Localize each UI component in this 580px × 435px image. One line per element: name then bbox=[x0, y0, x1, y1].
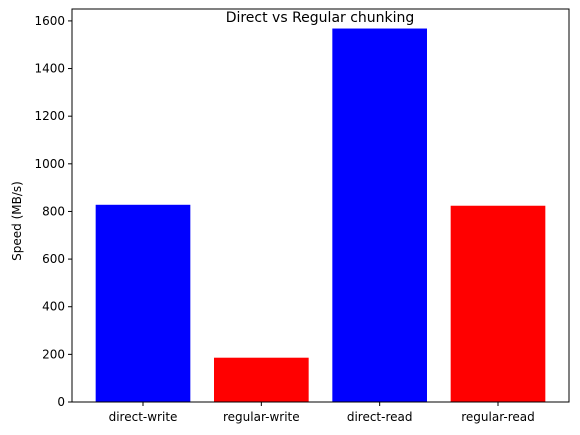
x-tick-label: regular-write bbox=[223, 410, 300, 424]
bar-regular-write bbox=[214, 357, 309, 402]
y-tick-label: 1600 bbox=[34, 14, 65, 28]
y-tick-label: 1000 bbox=[34, 157, 65, 171]
bar-direct-read bbox=[332, 28, 427, 402]
x-axis-ticks: direct-write regular-write direct-read regu… bbox=[109, 402, 535, 424]
y-tick-label: 600 bbox=[42, 252, 65, 266]
y-tick-label: 1400 bbox=[34, 62, 65, 76]
y-tick-label: 400 bbox=[42, 300, 65, 314]
y-tick-label: 1200 bbox=[34, 109, 65, 123]
bar-direct-write bbox=[95, 204, 191, 402]
bars-layer bbox=[95, 28, 546, 402]
y-tick-label: 0 bbox=[57, 395, 65, 409]
y-tick-label: 200 bbox=[42, 347, 65, 361]
x-tick-label: direct-read bbox=[347, 410, 413, 424]
y-axis-title: Speed (MB/s) bbox=[10, 181, 24, 261]
y-tick-label: 800 bbox=[42, 204, 65, 218]
x-tick-label: regular-read bbox=[461, 410, 534, 424]
x-tick-label: direct-write bbox=[109, 410, 178, 424]
plot-frame bbox=[71, 8, 570, 403]
chart-title: Direct vs Regular chunking bbox=[226, 10, 415, 26]
bar-regular-read bbox=[450, 205, 546, 402]
y-axis-ticks: 0 200 400 600 800 1000 1200 1400 1600 bbox=[34, 14, 72, 409]
